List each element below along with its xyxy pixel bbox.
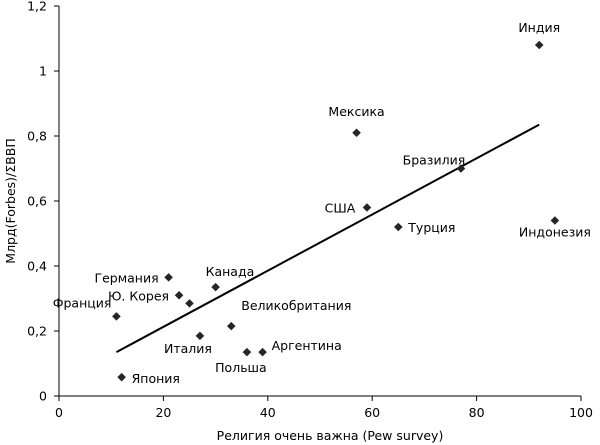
point-label: Ю. Корея bbox=[108, 288, 169, 303]
y-tick-label: 0,8 bbox=[27, 129, 47, 144]
ticks: 0 0,2 0,4 0,6 0,8 1 1,2 0 20 40 60 80 100 bbox=[27, 0, 593, 420]
point-label: Аргентина bbox=[272, 338, 342, 353]
point-label: Италия bbox=[164, 341, 212, 356]
point-label: Индонезия bbox=[519, 225, 591, 240]
data-point bbox=[195, 331, 205, 341]
data-point bbox=[550, 216, 560, 225]
data-point bbox=[456, 164, 466, 173]
data-point bbox=[185, 299, 194, 308]
point-label: Индия bbox=[518, 20, 560, 35]
x-tick-label: 100 bbox=[569, 405, 593, 420]
point-label: Германия bbox=[94, 270, 158, 285]
x-tick-label: 80 bbox=[469, 405, 485, 420]
y-tick-label: 1,2 bbox=[27, 0, 47, 14]
point-label: Турция bbox=[407, 220, 455, 235]
data-point bbox=[258, 347, 267, 357]
data-point bbox=[174, 290, 184, 300]
y-tick-label: 1 bbox=[39, 64, 47, 79]
point-label: Япония bbox=[132, 371, 180, 386]
point-label: Бразилия bbox=[403, 153, 466, 168]
point-label: США bbox=[325, 201, 356, 216]
x-tick-label: 20 bbox=[155, 405, 171, 420]
trend-line bbox=[115, 123, 540, 354]
point-label: Польша bbox=[215, 360, 267, 375]
data-point bbox=[112, 312, 121, 321]
y-tick-label: 0,6 bbox=[27, 194, 47, 209]
y-tick-label: 0 bbox=[39, 389, 47, 404]
data-point bbox=[164, 273, 173, 282]
point-label: Мексика bbox=[328, 104, 384, 119]
y-axis-title: Млрд(Forbes)/ΣВВП bbox=[3, 138, 18, 263]
x-axis-title: Религия очень важна (Pew survey) bbox=[217, 428, 444, 443]
point-label: Франция bbox=[53, 295, 112, 310]
point-labels: Индия Мексика Бразилия США Турция Индонезия Ге… bbox=[53, 20, 591, 386]
x-tick-label: 40 bbox=[260, 405, 276, 420]
x-tick-label: 60 bbox=[364, 405, 380, 420]
data-point bbox=[242, 347, 252, 357]
point-label: Великобритания bbox=[241, 298, 351, 313]
point-label: Канада bbox=[206, 264, 255, 279]
x-tick-label: 0 bbox=[55, 405, 63, 420]
y-tick-label: 0,2 bbox=[27, 324, 47, 339]
data-point bbox=[211, 282, 220, 292]
data-point bbox=[362, 203, 372, 212]
data-point bbox=[394, 222, 403, 232]
data-point bbox=[352, 128, 361, 138]
data-point bbox=[117, 372, 126, 382]
data-points bbox=[112, 40, 560, 382]
data-point bbox=[534, 40, 544, 50]
y-tick-label: 0,4 bbox=[27, 259, 47, 274]
data-point bbox=[226, 321, 236, 331]
